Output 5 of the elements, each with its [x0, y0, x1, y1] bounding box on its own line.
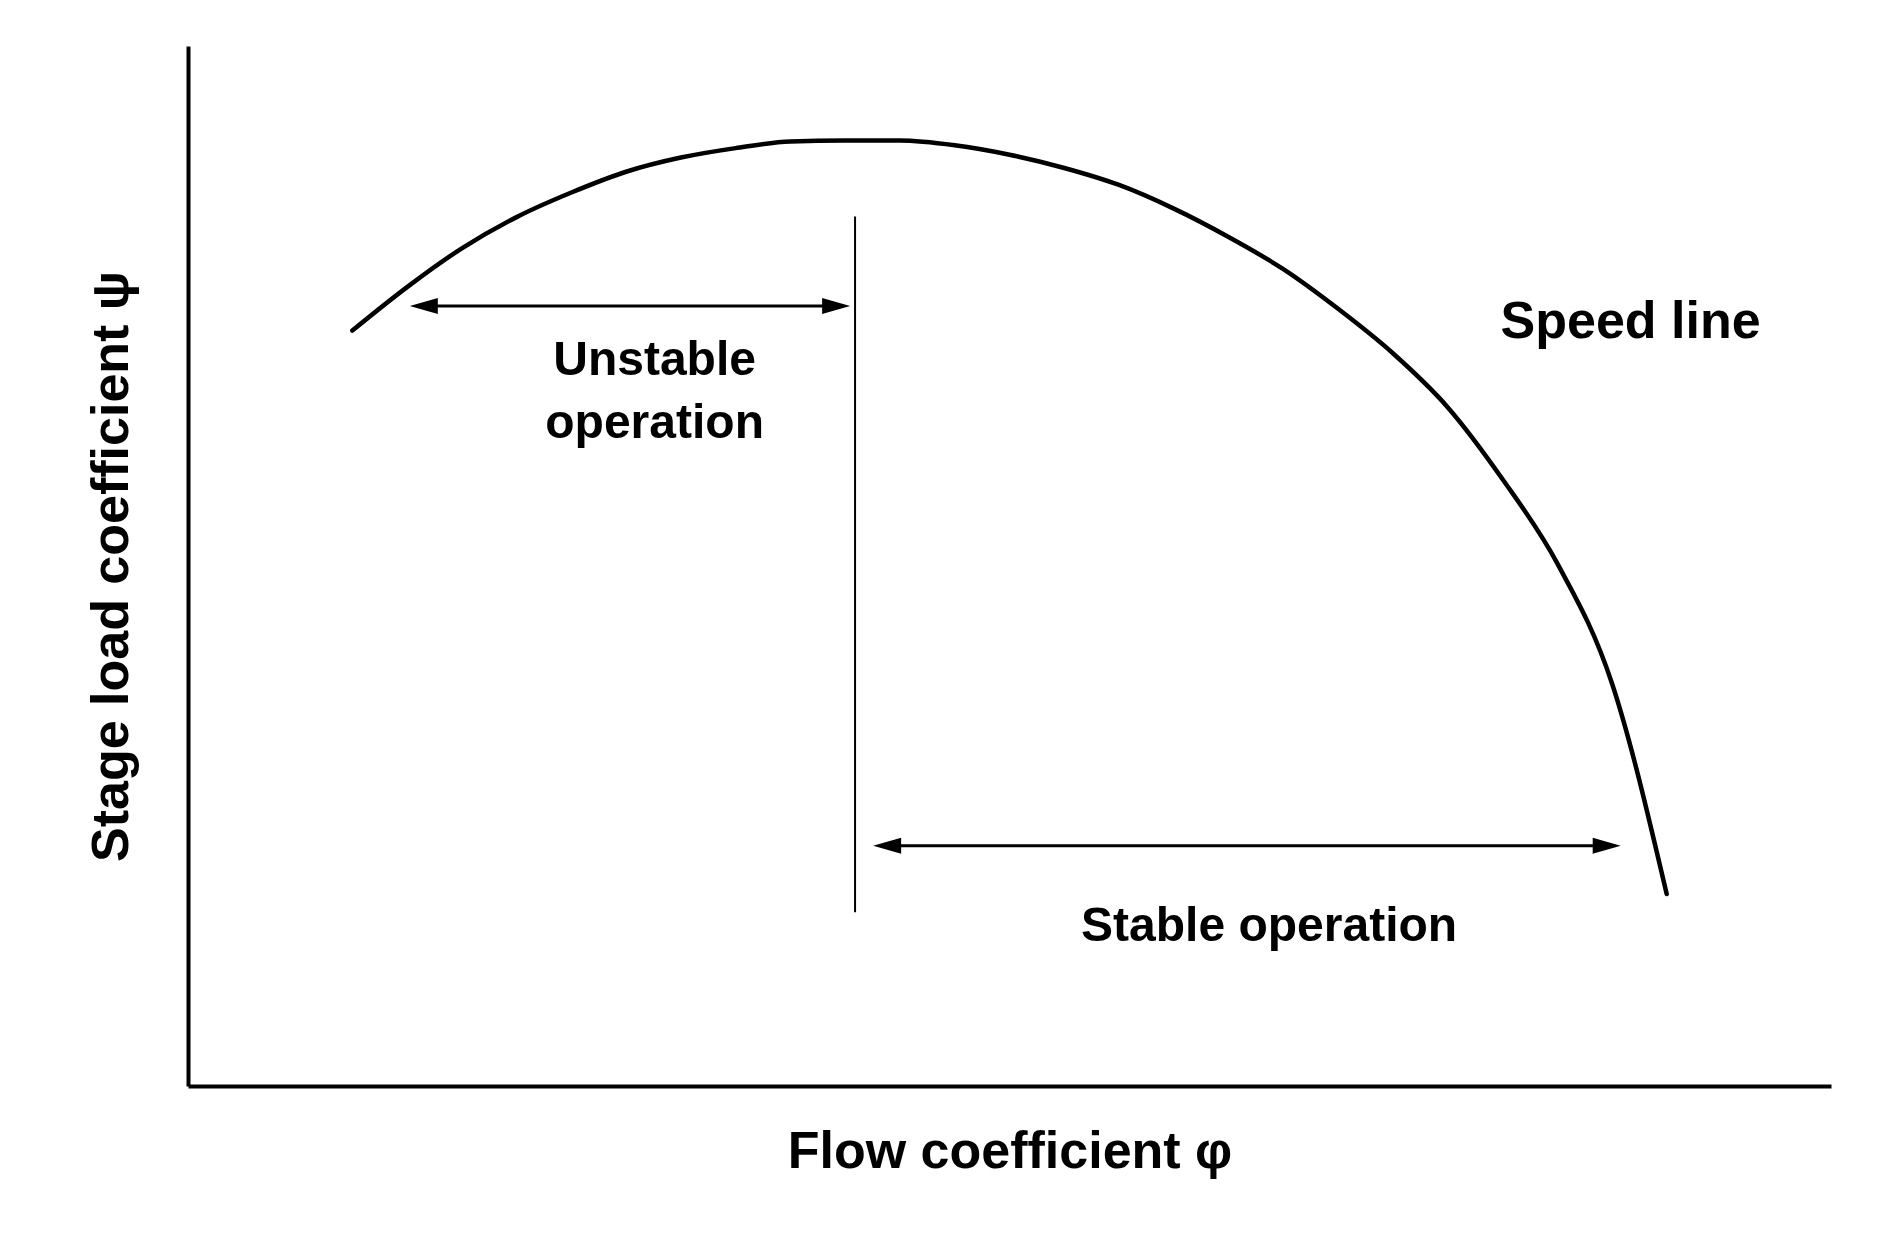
series-label: Speed line — [1500, 290, 1761, 349]
x-axis-title: Flow coefficient φ — [787, 1120, 1233, 1179]
annotation: Stable operation — [1081, 897, 1458, 951]
y-axis-title: Stage load coefficient ψ — [80, 270, 139, 863]
annotation: Unstable operation — [545, 332, 764, 449]
